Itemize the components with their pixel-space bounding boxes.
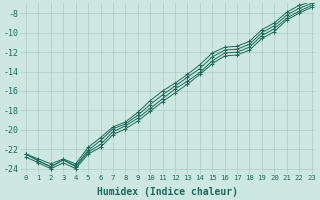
X-axis label: Humidex (Indice chaleur): Humidex (Indice chaleur) — [97, 186, 238, 197]
